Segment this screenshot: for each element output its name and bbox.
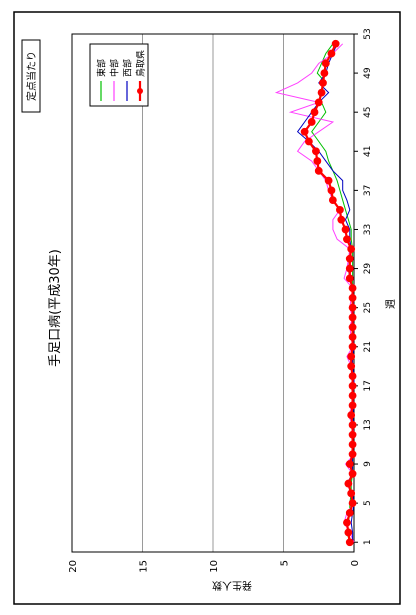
data-point xyxy=(337,215,346,224)
x-tick-label: 41 xyxy=(363,146,373,157)
data-point xyxy=(336,206,344,214)
series-line-鳥取県 xyxy=(303,43,354,543)
data-point xyxy=(348,342,357,351)
data-point xyxy=(345,460,354,468)
y-tick-label: 15 xyxy=(139,560,150,573)
y-tick-label: 20 xyxy=(68,560,79,573)
data-point xyxy=(317,88,326,97)
x-tick-label: 45 xyxy=(363,106,373,117)
x-tick-label: 37 xyxy=(363,185,373,196)
data-point xyxy=(307,118,316,126)
y-tick-label: 5 xyxy=(280,560,291,566)
data-point xyxy=(348,450,357,459)
data-point xyxy=(327,49,336,58)
badge-box xyxy=(21,39,41,113)
data-point xyxy=(324,176,333,185)
data-point xyxy=(348,333,357,341)
data-point xyxy=(348,469,357,478)
legend-label: 中部 xyxy=(109,59,121,77)
data-point xyxy=(348,313,357,322)
data-point xyxy=(348,284,357,293)
x-tick-label: 29 xyxy=(363,263,373,275)
data-point xyxy=(348,499,357,508)
data-point xyxy=(320,69,329,77)
data-point xyxy=(304,137,313,146)
data-point xyxy=(348,372,357,380)
data-point xyxy=(345,254,354,263)
x-tick-label: 53 xyxy=(363,28,373,39)
data-point xyxy=(348,391,357,400)
data-point xyxy=(314,98,323,107)
y-axis-ticks: 0 5 10 15 20 xyxy=(68,560,361,573)
data-point xyxy=(310,108,319,117)
data-point xyxy=(344,479,353,488)
plot-border xyxy=(71,33,355,553)
series-markers xyxy=(300,39,357,547)
x-tick-label: 49 xyxy=(363,67,373,79)
x-tick-label: 9 xyxy=(363,461,373,467)
data-point xyxy=(344,528,353,537)
grid-lines xyxy=(142,34,284,552)
data-point xyxy=(345,538,354,547)
x-tick-label: 1 xyxy=(363,539,373,545)
data-point xyxy=(348,293,357,302)
x-tick-label: 21 xyxy=(363,341,373,352)
data-point xyxy=(343,235,351,244)
legend: 東部 中部 西部 鳥取県 xyxy=(89,43,149,107)
data-point xyxy=(345,509,354,517)
badge-label: 定点当たり xyxy=(25,51,38,101)
x-tick-label: 13 xyxy=(363,419,373,430)
legend-label: 東部 xyxy=(96,59,108,77)
x-tick-label: 17 xyxy=(363,380,373,391)
data-point xyxy=(348,323,357,332)
data-point xyxy=(313,157,322,165)
data-point xyxy=(328,196,337,205)
x-tick-label: 25 xyxy=(363,302,373,313)
data-point xyxy=(348,421,357,429)
data-point xyxy=(348,401,357,410)
data-point xyxy=(347,411,356,420)
data-point xyxy=(300,127,309,136)
data-point xyxy=(345,264,354,273)
x-tick-label: 5 xyxy=(363,500,373,506)
data-point xyxy=(348,381,357,390)
legend-label: 鳥取県 xyxy=(135,50,147,77)
chart-title: 手足口病(平成30年) xyxy=(48,249,63,367)
data-point xyxy=(341,225,350,234)
x-axis-ticks: 1 5 9 13 17 21 25 29 33 37 41 45 49 53 xyxy=(354,28,373,545)
legend-label: 西部 xyxy=(122,59,134,77)
data-point xyxy=(312,147,320,156)
data-point xyxy=(327,186,336,195)
y-axis-label: 発生人数 xyxy=(212,579,252,592)
data-point xyxy=(347,245,356,253)
data-point xyxy=(348,430,357,439)
data-point xyxy=(347,362,356,371)
x-tick-label: 33 xyxy=(363,224,373,235)
legend-box xyxy=(89,43,149,107)
outer-border xyxy=(13,11,401,605)
data-point xyxy=(348,303,357,312)
data-point xyxy=(348,440,357,449)
x-axis-label: 週 xyxy=(385,299,397,309)
data-point xyxy=(347,352,356,361)
data-point xyxy=(345,274,354,283)
data-point xyxy=(343,518,351,527)
series-lines xyxy=(274,43,355,543)
plot-area xyxy=(71,33,355,553)
data-point xyxy=(321,59,330,68)
y-tick-label: 0 xyxy=(350,560,361,566)
data-point xyxy=(314,166,323,175)
data-point xyxy=(347,489,356,498)
legend-marker xyxy=(137,88,143,94)
data-point xyxy=(331,39,340,48)
y-tick-label: 10 xyxy=(209,560,220,573)
data-point xyxy=(319,78,327,87)
